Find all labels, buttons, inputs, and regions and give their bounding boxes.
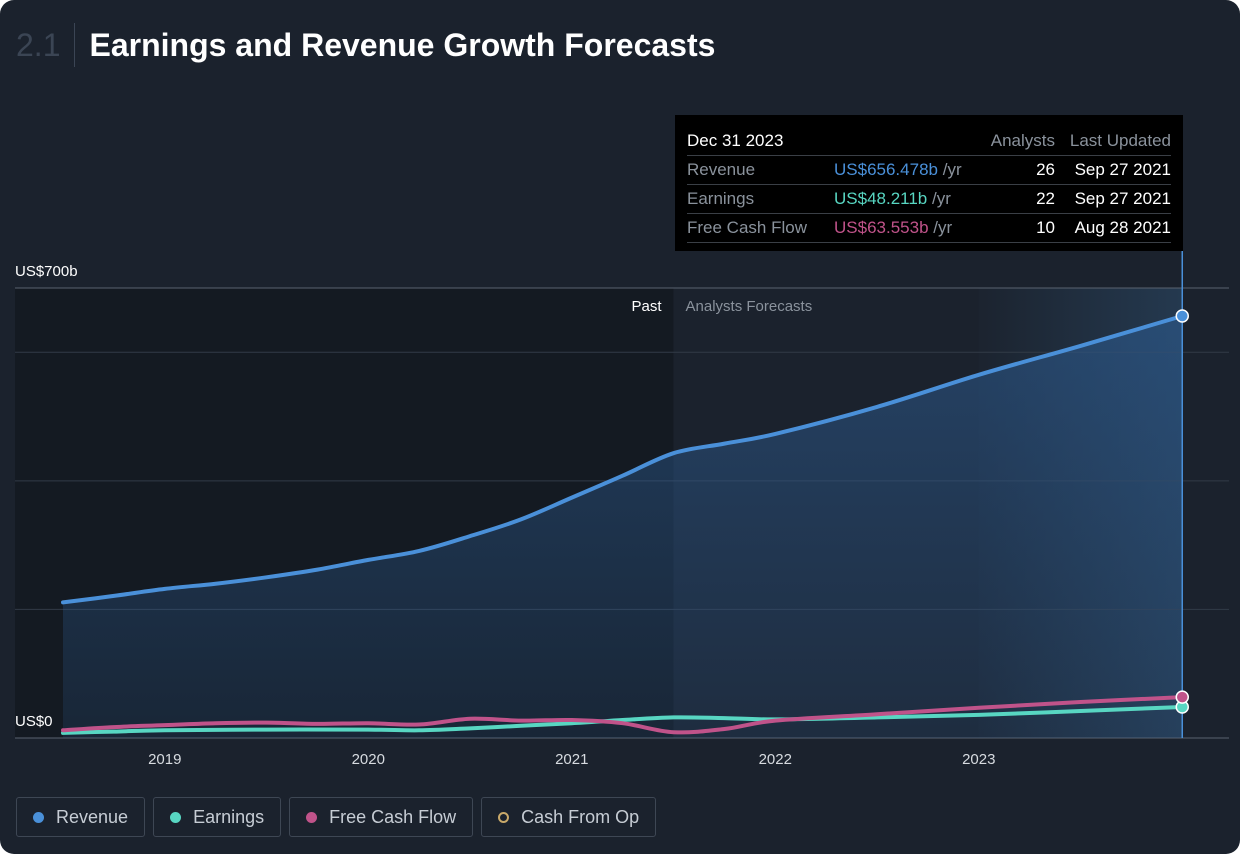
tooltip-row-revenue: Revenue US$656.478b /yr 26 Sep 27 2021 [687, 156, 1171, 185]
forecast-label: Analysts Forecasts [686, 298, 813, 315]
growth-chart[interactable]: 2019 2020 2021 2022 2023 US$700b US$0 Past A… [0, 0, 1240, 790]
legend-dot-icon [306, 811, 318, 823]
legend-cash-from-op-button[interactable]: Cash From Op [481, 797, 657, 837]
tooltip-row-unit: /yr [933, 218, 953, 237]
revenue-area [63, 316, 1183, 738]
x-tick-label: 2019 [148, 751, 181, 768]
legend-dot-icon [170, 811, 182, 823]
tooltip-row-unit: /yr [942, 160, 962, 179]
x-tick-label: 2020 [352, 751, 385, 768]
legend-revenue-button[interactable]: Revenue [16, 797, 146, 837]
series-endpoint-free-cash-flow [1175, 690, 1189, 704]
tooltip-row-value: US$656.478b [834, 160, 938, 179]
x-tick-label: 2021 [555, 751, 588, 768]
tooltip-row-value: US$48.211b [834, 189, 928, 208]
legend-earnings-button[interactable]: Earnings [153, 797, 282, 837]
y-axis-top-label: US$700b [15, 263, 78, 280]
tooltip-header-row: Dec 31 2023 Analysts Last Updated [687, 127, 1171, 156]
tooltip-updated-header: Last Updated [1069, 131, 1171, 150]
tooltip: Dec 31 2023 Analysts Last Updated Revenu… [675, 115, 1183, 251]
chart-header: 2.1 Earnings and Revenue Growth Forecast… [16, 22, 715, 68]
tooltip-row-name: Earnings [687, 189, 755, 208]
tooltip-row-updated: Aug 28 2021 [1074, 218, 1171, 237]
legend-dot-icon [33, 811, 44, 823]
series-line-free-cash-flow [61, 695, 1185, 735]
legend-ring-icon [498, 811, 510, 823]
tooltip-row-value: US$63.553b [834, 218, 929, 237]
y-axis-bottom-label: US$0 [15, 713, 53, 730]
legend: Revenue Earnings Free Cash Flow Cash Fro… [16, 797, 657, 837]
x-tick-label: 2023 [962, 751, 995, 768]
legend-label: Revenue [56, 806, 129, 827]
legend-label: Free Cash Flow [329, 806, 457, 827]
tooltip-analysts-header: Analysts [990, 131, 1055, 150]
series-line-revenue [61, 314, 1185, 605]
chart-title: Earnings and Revenue Growth Forecasts [89, 27, 716, 63]
tooltip-row-fcf: Free Cash Flow US$63.553b /yr 10 Aug 28 … [687, 214, 1171, 243]
section-number: 2.1 [16, 23, 76, 67]
tooltip-row-updated: Sep 27 2021 [1074, 160, 1171, 179]
series-endpoint-revenue [1175, 309, 1189, 323]
tooltip-row-analysts: 22 [1036, 189, 1055, 208]
x-tick-label: 2022 [759, 751, 792, 768]
legend-label: Cash From Op [521, 806, 640, 827]
tooltip-row-earnings: Earnings US$48.211b /yr 22 Sep 27 2021 [687, 185, 1171, 214]
past-label: Past [631, 298, 662, 315]
tooltip-row-analysts: 10 [1036, 218, 1055, 237]
tooltip-row-name: Revenue [687, 160, 756, 179]
tooltip-row-unit: /yr [932, 189, 951, 208]
series-line-earnings [61, 705, 1185, 735]
legend-label: Earnings [193, 806, 265, 827]
tooltip-row-analysts: 26 [1036, 160, 1055, 179]
tooltip-row-updated: Sep 27 2021 [1074, 189, 1171, 208]
tooltip-date: Dec 31 2023 [687, 131, 784, 150]
tooltip-row-name: Free Cash Flow [687, 218, 807, 237]
legend-fcf-button[interactable]: Free Cash Flow [289, 797, 474, 837]
